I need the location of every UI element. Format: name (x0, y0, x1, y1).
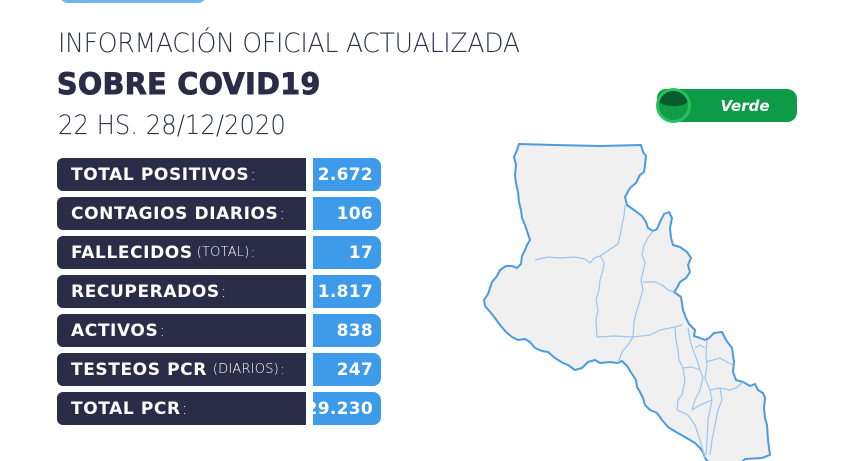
toggle-knob-icon (656, 88, 691, 123)
stat-value: 106 (313, 197, 381, 230)
stat-row-total-pcr: TOTAL PCR: 29.230 (57, 392, 382, 425)
stat-label-text: TESTEOS PCR (71, 359, 207, 380)
colon: : (181, 398, 188, 419)
colon: : (220, 281, 227, 302)
stat-label: FALLECIDOS (TOTAL): (57, 236, 306, 269)
top-tab-decoration (60, 0, 206, 3)
colon: : (250, 244, 256, 261)
stat-value: 17 (313, 236, 381, 269)
stat-label: TOTAL PCR: (57, 392, 306, 425)
colon: : (250, 164, 256, 185)
colon: : (279, 361, 285, 378)
stat-qualifier: (DIARIOS) (212, 362, 279, 377)
stat-qualifier: (TOTAL) (196, 245, 250, 260)
colon: : (159, 320, 166, 341)
stat-value: 29.230 (306, 392, 381, 425)
status-toggle: Verde (656, 88, 797, 123)
stat-label: RECUPERADOS: (57, 275, 306, 308)
stat-label-text: TOTAL PCR (71, 398, 181, 419)
stat-value: 1.817 (313, 275, 381, 308)
stat-label-text: RECUPERADOS (71, 281, 220, 302)
stat-label-text: ACTIVOS (71, 320, 159, 341)
stat-row-contagios-diarios: CONTAGIOS DIARIOS: 106 (57, 197, 382, 230)
stat-value: 2.672 (313, 158, 381, 191)
header-subtitle: SOBRE COVID19 (57, 67, 321, 102)
stat-row-fallecidos: FALLECIDOS (TOTAL): 17 (57, 236, 382, 269)
stat-value: 247 (313, 353, 381, 386)
stat-row-recuperados: RECUPERADOS: 1.817 (57, 275, 382, 308)
stat-row-testeos-pcr: TESTEOS PCR (DIARIOS): 247 (57, 353, 382, 386)
header-title: INFORMACIÓN OFICIAL ACTUALIZADA (58, 28, 520, 59)
stat-row-total-positivos: TOTAL POSITIVOS: 2.672 (57, 158, 382, 191)
stat-label-text: FALLECIDOS (71, 242, 193, 263)
stat-label: TOTAL POSITIVOS: (57, 158, 306, 191)
stat-label-text: CONTAGIOS DIARIOS (71, 203, 279, 224)
stat-row-activos: ACTIVOS: 838 (57, 314, 382, 347)
stat-value: 838 (313, 314, 381, 347)
stat-label: CONTAGIOS DIARIOS: (57, 197, 306, 230)
status-label: Verde (720, 96, 770, 115)
header-date: 22 HS. 28/12/2020 (58, 110, 286, 141)
province-outline (483, 143, 771, 461)
stat-label-text: TOTAL POSITIVOS (71, 164, 250, 185)
stat-label: TESTEOS PCR (DIARIOS): (57, 353, 306, 386)
colon: : (279, 203, 286, 224)
stat-label: ACTIVOS: (57, 314, 306, 347)
